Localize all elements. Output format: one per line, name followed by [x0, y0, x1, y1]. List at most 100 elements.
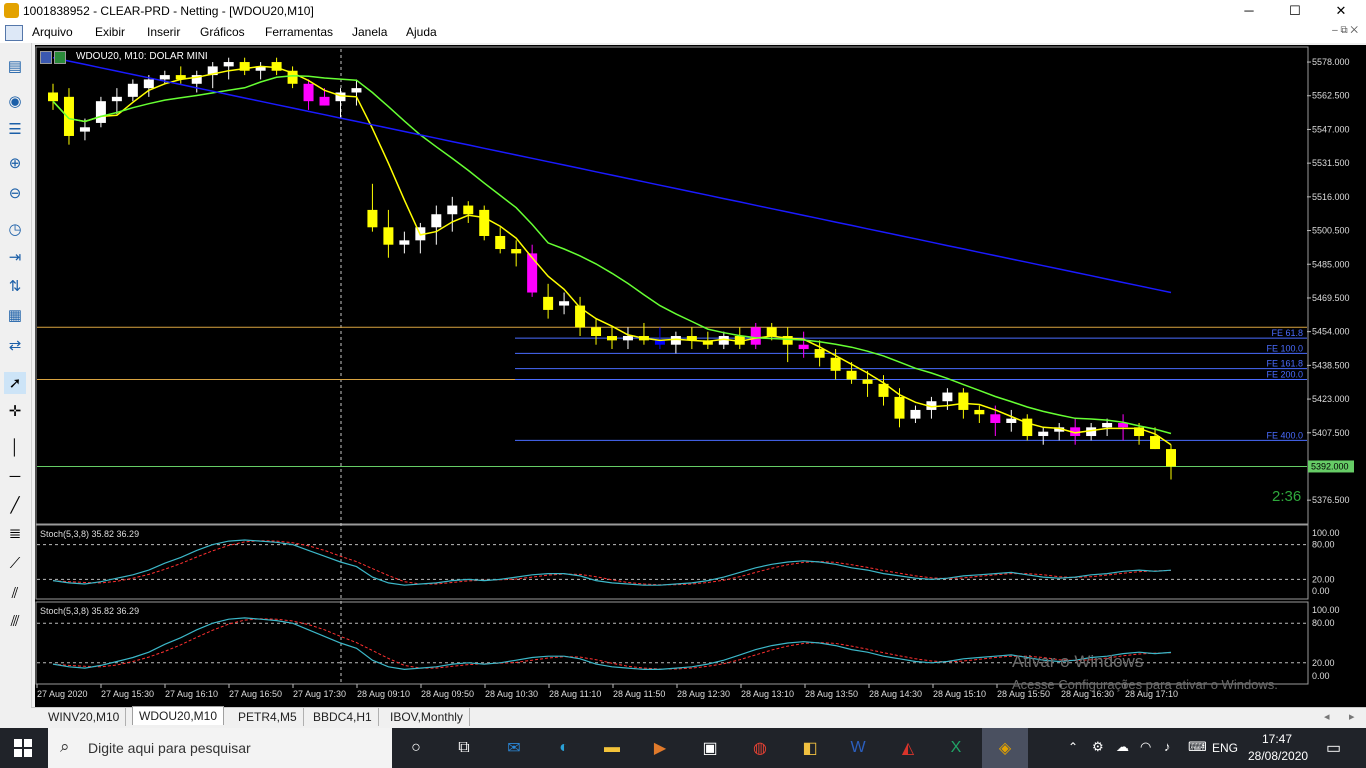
candle-body: [718, 336, 729, 345]
fibonacci-retracement-icon[interactable]: ≣: [8, 525, 22, 542]
candle-body: [622, 336, 633, 341]
price-axis-label: 5578.000: [1312, 57, 1350, 67]
taskbar-search-box[interactable]: [48, 728, 392, 768]
zoom-in-icon[interactable]: ⊕: [8, 155, 22, 172]
file-explorer-icon[interactable]: ▬: [604, 739, 620, 756]
candle-body: [255, 66, 266, 71]
edge-icon[interactable]: ◐: [559, 739, 569, 756]
candle-body: [798, 344, 809, 350]
candle-body: [575, 305, 586, 328]
tab-petr4[interactable]: PETR4,M5: [232, 708, 304, 726]
time-axis-label: 28 Aug 16:30: [1061, 689, 1114, 699]
chart-shift-icon[interactable]: ⇥: [8, 249, 22, 266]
menu-ajuda[interactable]: Ajuda: [406, 25, 437, 39]
menu-arquivo[interactable]: Arquivo: [32, 25, 73, 39]
metatrader-taskbar-active[interactable]: [982, 728, 1028, 768]
zoom-out-icon[interactable]: ⊖: [8, 185, 22, 202]
price-axis-label: 5469.500: [1312, 293, 1350, 303]
candle-body: [1102, 422, 1113, 428]
tile-windows-icon[interactable]: ▦: [7, 307, 23, 324]
chrome-icon[interactable]: ◍: [753, 740, 767, 757]
candle-body: [479, 209, 490, 236]
stoch-main-line: [52, 539, 1172, 586]
templates-icon[interactable]: ☰: [8, 121, 22, 138]
candle-body: [287, 70, 298, 84]
windows-start-icon[interactable]: [14, 739, 32, 757]
price-axis-label: 5516.000: [1312, 192, 1350, 202]
time-axis-label: 27 Aug 15:30: [101, 689, 154, 699]
fibonacci-arcs-icon[interactable]: ⫽: [11, 584, 19, 602]
tray-cloud-icon[interactable]: ☁: [1116, 739, 1129, 754]
candle-body: [830, 357, 841, 371]
mdi-controls[interactable]: – ⧉ ✕: [1332, 25, 1358, 36]
notifications-icon[interactable]: ▭: [1326, 740, 1342, 757]
menu-inserir[interactable]: Inserir: [147, 25, 181, 39]
time-axis-label: 28 Aug 11:50: [613, 689, 665, 699]
tabs-scroll-right-icon[interactable]: ▸: [1349, 711, 1355, 723]
file-manager-icon[interactable]: ◧: [802, 740, 818, 757]
current-price-tag: [1308, 460, 1354, 473]
stoch-label: Stoch(5,3,8) 35.82 36.29: [40, 606, 139, 616]
crosshair-icon[interactable]: ✛: [8, 403, 22, 420]
stoch-axis-label: 20.00: [1312, 658, 1335, 668]
taskbar-clock-time[interactable]: 17:47: [1262, 732, 1293, 746]
time-axis-label: 27 Aug 2020: [37, 689, 88, 699]
cortana-icon[interactable]: ○: [411, 739, 421, 756]
tray-chevron-icon[interactable]: ⌃: [1068, 740, 1079, 754]
candle-body: [159, 75, 170, 80]
menu-ferramentas[interactable]: Ferramentas: [265, 25, 334, 39]
price-axis-label: 5500.500: [1312, 226, 1350, 236]
candle-body: [48, 92, 58, 102]
time-axis-label: 28 Aug 15:50: [997, 689, 1050, 699]
volume-icon[interactable]: ♪: [1164, 739, 1171, 754]
price-axis-label: 5562.500: [1312, 91, 1350, 101]
menu-janela[interactable]: Janela: [352, 25, 388, 39]
excel-icon[interactable]: X: [950, 739, 962, 756]
menu-exibir[interactable]: Exibir: [95, 25, 126, 39]
autoscroll-icon[interactable]: ⇅: [8, 278, 22, 295]
maximize-button[interactable]: ☐: [1289, 3, 1301, 18]
mail-icon[interactable]: ✉: [507, 740, 521, 757]
stoch-signal-line: [52, 618, 1172, 670]
task-view-icon[interactable]: ⧉: [458, 739, 470, 756]
candle-body: [207, 66, 218, 76]
minimize-button[interactable]: ─: [1244, 3, 1254, 18]
stoch-axis-label: 100.00: [1312, 605, 1340, 615]
candle-body: [511, 249, 522, 254]
tabs-scroll-left-icon[interactable]: ◂: [1324, 711, 1330, 723]
store-icon[interactable]: ▣: [702, 740, 718, 757]
tray-app-icon[interactable]: ⚙: [1092, 739, 1104, 754]
tab-wdou20[interactable]: WDOU20,M10: [132, 706, 225, 725]
horizontal-line-icon[interactable]: ─: [9, 467, 21, 485]
wifi-icon[interactable]: ◠: [1140, 739, 1152, 754]
word-icon[interactable]: W: [850, 739, 866, 756]
candle-body: [1022, 418, 1033, 437]
language-indicator[interactable]: ENG: [1212, 741, 1239, 755]
candle-body: [143, 79, 154, 89]
cursor-icon[interactable]: ➚: [4, 372, 26, 394]
candle-body: [926, 401, 937, 410]
fibonacci-expansion-icon[interactable]: ⫻: [10, 612, 20, 630]
new-chart-icon[interactable]: ▤: [7, 58, 23, 75]
market-watch-icon[interactable]: ⇄: [8, 337, 22, 354]
stoch-main-line: [52, 617, 1172, 671]
moving-average-slow-line: [52, 56, 1172, 294]
video-app-icon[interactable]: ▶: [653, 740, 667, 757]
time-axis-label: 28 Aug 09:50: [421, 689, 474, 699]
metatrader-icon[interactable]: ◈: [998, 740, 1012, 757]
pdf-reader-icon[interactable]: ◭: [901, 740, 915, 757]
clock-icon[interactable]: ◷: [8, 221, 22, 238]
tab-bbdc4[interactable]: BBDC4,H1: [307, 708, 379, 726]
close-button[interactable]: ✕: [1335, 3, 1347, 18]
tab-winv20[interactable]: WINV20,M10: [42, 708, 127, 726]
keyboard-icon[interactable]: ⌨: [1188, 739, 1207, 754]
menu-graficos[interactable]: Gráficos: [200, 25, 245, 39]
tab-ibov[interactable]: IBOV,Monthly: [384, 708, 470, 726]
taskbar-clock-date[interactable]: 28/08/2020: [1248, 749, 1309, 763]
profiles-icon[interactable]: ◉: [8, 93, 22, 110]
trend-line-icon[interactable]: ╱: [10, 497, 20, 514]
fibonacci-fan-icon[interactable]: ⟋: [9, 554, 21, 572]
vertical-line-icon[interactable]: │: [10, 438, 20, 456]
chart-area[interactable]: [35, 45, 1366, 707]
price-chart[interactable]: FE 61.8FE 100.0FE 161.8FE 200.0FE 400.0 …: [35, 45, 1366, 707]
